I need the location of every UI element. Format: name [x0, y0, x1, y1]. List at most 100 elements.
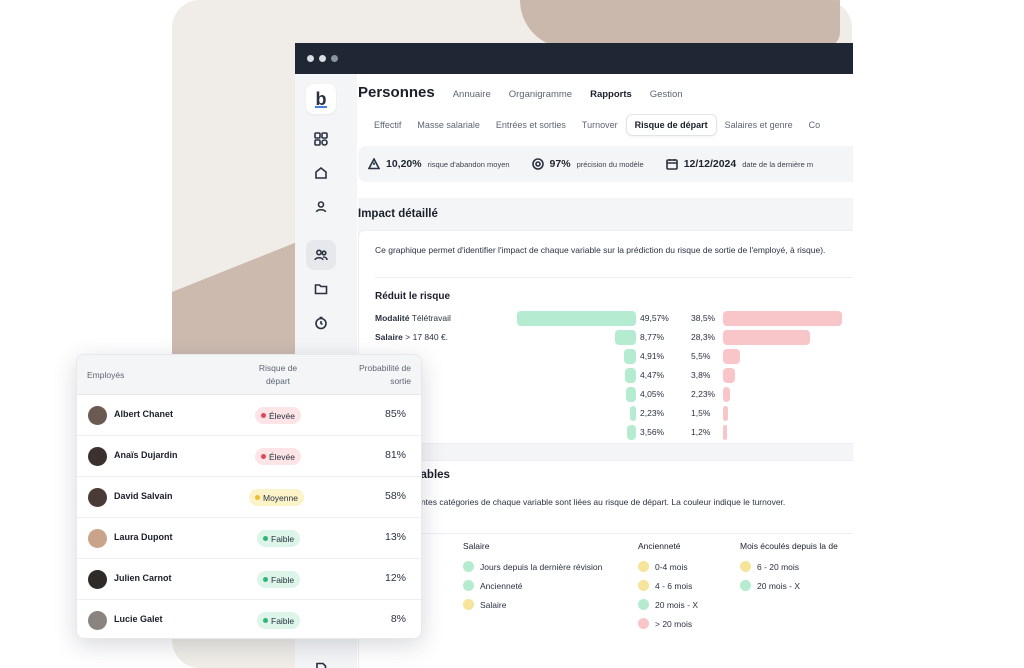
status-dot: [261, 413, 266, 418]
user-icon[interactable]: [306, 192, 336, 222]
impact-card: Ce graphique permet d'identifier l'impac…: [358, 230, 853, 444]
document-icon[interactable]: [306, 654, 336, 668]
legend-label: Jours depuis la dernière révision: [480, 561, 603, 572]
risk-badge: Élevée: [255, 448, 301, 465]
nav-annuaire[interactable]: Annuaire: [452, 89, 491, 100]
report-tabs: Effectif Masse salariale Entrées et sort…: [366, 114, 828, 136]
page-title: Personnes: [358, 84, 435, 101]
calendar-icon: [665, 159, 678, 170]
variables-card: ent de variables ment les différentes ca…: [358, 460, 853, 668]
legend-item: 20 mois - X: [638, 595, 698, 614]
risk-badge: Faible: [257, 612, 301, 629]
employee-name: Lucie Galet: [114, 614, 163, 624]
status-dot: [263, 536, 268, 541]
reduce-risk-value: 8,77%: [640, 332, 665, 342]
legend-swatch: [638, 561, 649, 572]
impact-row-label: Salaire > 17 840 €.: [375, 332, 448, 342]
impact-row-value: > 17 840 €.: [405, 332, 449, 342]
table-row[interactable]: Julien Carnot Faible 12%: [77, 559, 421, 600]
avatar: [88, 488, 107, 507]
impact-row-variable: Modalité: [375, 313, 410, 323]
col-probabilite: Probabilité de sortie: [359, 363, 411, 386]
increase-risk-bar: [723, 406, 728, 421]
apps-icon[interactable]: [306, 124, 336, 154]
tab-turnover[interactable]: Turnover: [581, 120, 618, 130]
legend-swatch: [740, 580, 751, 591]
increase-risk-bar: [723, 368, 735, 383]
table-row[interactable]: David Salvain Moyenne 58%: [77, 477, 421, 518]
legend-label: 20 mois - X: [757, 580, 800, 591]
tab-more[interactable]: Co: [808, 120, 821, 130]
window-dot[interactable]: [307, 55, 314, 62]
tab-masse-salariale[interactable]: Masse salariale: [417, 120, 480, 130]
legend-column: Salaire Jours depuis la dernière révision…: [463, 541, 602, 614]
avatar: [88, 611, 107, 630]
risk-label: Faible: [271, 615, 295, 626]
legend-label: Ancienneté: [480, 580, 523, 591]
home-icon[interactable]: [306, 158, 336, 188]
folder-icon[interactable]: [306, 274, 336, 304]
table-row[interactable]: Anaïs Dujardin Élevée 81%: [77, 436, 421, 477]
stat-date: 12/12/2024 date de la dernière m: [665, 158, 814, 170]
nav-gestion[interactable]: Gestion: [649, 89, 683, 100]
reduce-risk-bar: [614, 330, 636, 345]
users-icon[interactable]: [306, 240, 336, 270]
avatar: [88, 406, 107, 425]
reduce-risk-value: 2,23%: [640, 408, 665, 418]
exit-probability: 13%: [384, 531, 406, 543]
target-icon: [531, 158, 544, 170]
variables-description: ment les différentes catégories de chaqu…: [363, 497, 786, 507]
legend-item: 20 mois - X: [740, 576, 838, 595]
window-dot[interactable]: [319, 55, 326, 62]
window-dot[interactable]: [331, 55, 338, 62]
table-header: Employés Risque de départ Probabilité de…: [77, 355, 421, 395]
nav-organigramme[interactable]: Organigramme: [508, 89, 573, 100]
stat-abandon: 10,20% risque d'abandon moyen: [368, 158, 510, 170]
reduce-risk-value: 4,47%: [640, 370, 665, 380]
impact-row-value: Télétravail: [411, 313, 451, 323]
risk-label: Élevée: [269, 410, 295, 421]
employees-table: Employés Risque de départ Probabilité de…: [76, 354, 422, 639]
increase-risk-value: 2,23%: [691, 389, 716, 399]
legend-swatch: [463, 599, 474, 610]
employee-name: Anaïs Dujardin: [114, 450, 178, 460]
legend-label: 4 - 6 mois: [655, 580, 693, 591]
exit-probability: 81%: [384, 449, 406, 461]
window-titlebar: [295, 43, 853, 74]
table-row[interactable]: Laura Dupont Faible 13%: [77, 518, 421, 559]
exit-probability: 58%: [384, 490, 406, 502]
table-row[interactable]: Lucie Galet Faible 8%: [77, 600, 421, 638]
app-logo[interactable]: b: [306, 84, 336, 114]
logo-text: b: [315, 88, 327, 109]
tab-effectif[interactable]: Effectif: [374, 120, 402, 130]
stat-label: risque d'abandon moyen: [427, 159, 510, 169]
increase-risk-bar: [723, 311, 842, 326]
legend-label: Salaire: [480, 599, 507, 610]
increase-risk-value: 1,2%: [691, 427, 711, 437]
stats-bar: 10,20% risque d'abandon moyen 97% précis…: [358, 146, 853, 182]
stat-label: précision du modèle: [576, 159, 644, 169]
main-content: Personnes Annuaire Organigramme Rapports…: [358, 74, 853, 668]
employee-name: David Salvain: [114, 491, 173, 501]
col-employes: Employés: [87, 370, 125, 380]
tab-salaires-genre[interactable]: Salaires et genre: [724, 120, 793, 130]
reduce-risk-value: 4,05%: [640, 389, 665, 399]
reduce-risk-bar: [626, 387, 636, 402]
increase-risk-value: 28,3%: [691, 332, 716, 342]
risk-label: Élevée: [269, 451, 295, 462]
legend-label: > 20 mois: [655, 618, 693, 629]
nav-rapports[interactable]: Rapports: [590, 89, 632, 100]
table-row[interactable]: Albert Chanet Élevée 85%: [77, 395, 421, 436]
impact-title: Impact détaillé: [358, 208, 438, 220]
stat-value: 97%: [549, 158, 571, 170]
stat-label: date de la dernière m: [742, 159, 814, 169]
tab-entrees-sorties[interactable]: Entrées et sorties: [495, 120, 566, 130]
status-dot: [263, 577, 268, 582]
reduce-risk-value: 3,56%: [640, 427, 665, 437]
increase-risk-bar: [723, 387, 730, 402]
impact-row-variable: Salaire: [375, 332, 403, 342]
tab-risque-depart[interactable]: Risque de départ: [625, 114, 717, 136]
clock-icon[interactable]: [306, 308, 336, 338]
report-panel: Impact détaillé Ce graphique permet d'id…: [358, 198, 853, 668]
increase-risk-bar: [723, 349, 740, 364]
